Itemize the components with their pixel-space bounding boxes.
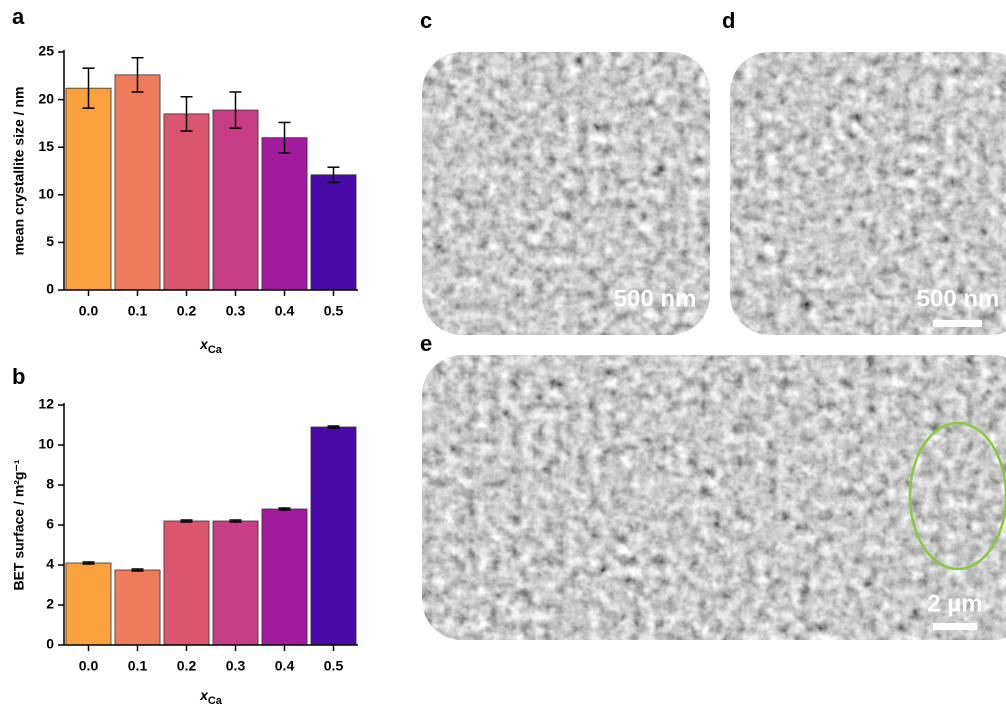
- bar: [213, 110, 258, 290]
- y-tick-label: 6: [46, 516, 54, 532]
- figure: 500 nm 500 nm 2 µm c d e a05101520250.00…: [0, 0, 1006, 706]
- bar: [115, 570, 160, 645]
- y-tick-label: 0: [46, 281, 54, 297]
- x-tick-label: 0.4: [275, 303, 295, 319]
- y-tick-label: 15: [38, 138, 54, 154]
- bar: [262, 509, 307, 645]
- x-tick-label: 0.1: [128, 658, 148, 674]
- x-axis-label-sub: Ca: [208, 695, 223, 706]
- y-tick-label: 0: [46, 636, 54, 652]
- y-tick-label: 4: [46, 556, 54, 572]
- x-tick-label: 0.2: [177, 303, 197, 319]
- bar: [311, 175, 356, 290]
- x-tick-label: 0.2: [177, 658, 197, 674]
- scale-label: 2 µm: [927, 590, 982, 617]
- x-tick-label: 0.3: [226, 658, 246, 674]
- y-tick-label: 8: [46, 476, 54, 492]
- bar: [262, 138, 307, 290]
- y-tick-label: 10: [38, 436, 54, 452]
- y-tick-label: 10: [38, 186, 54, 202]
- bar: [164, 521, 209, 645]
- x-tick-label: 0.1: [128, 303, 148, 319]
- scale-bar: [940, 320, 982, 327]
- y-tick-label: 20: [38, 90, 54, 106]
- x-axis-label-sub: Ca: [208, 344, 223, 356]
- panel-label: b: [12, 364, 25, 389]
- y-tick-label: 5: [46, 233, 54, 249]
- scale-label: 500 nm: [917, 285, 1000, 312]
- bar: [66, 563, 111, 645]
- panel-label: d: [722, 8, 735, 33]
- x-tick-label: 0.4: [275, 658, 295, 674]
- panel-label: e: [420, 331, 432, 356]
- bar: [115, 75, 160, 290]
- scale-label: 500 nm: [614, 285, 697, 312]
- y-tick-label: 12: [38, 396, 54, 412]
- bar: [213, 521, 258, 645]
- x-tick-label: 0.0: [79, 658, 99, 674]
- y-axis-label: mean crystallite size / nm: [11, 87, 27, 256]
- bar: [311, 427, 356, 645]
- y-axis-label: BET surface / m²g⁻¹: [11, 459, 27, 590]
- sem-image-e: [422, 355, 1006, 640]
- x-axis-label: xCa: [199, 336, 223, 356]
- bar: [66, 88, 111, 290]
- panel-label: c: [420, 8, 432, 33]
- x-tick-label: 0.0: [79, 303, 99, 319]
- panel-label: a: [12, 4, 25, 29]
- scale-bar: [933, 623, 977, 630]
- page: 500 nm 500 nm 2 µm c d e a05101520250.00…: [0, 0, 1006, 706]
- y-tick-label: 25: [38, 43, 54, 59]
- x-tick-label: 0.3: [226, 303, 246, 319]
- x-tick-label: 0.5: [324, 658, 344, 674]
- bar: [164, 114, 209, 290]
- x-axis-label: xCa: [199, 687, 223, 706]
- x-tick-label: 0.5: [324, 303, 344, 319]
- y-tick-label: 2: [46, 596, 54, 612]
